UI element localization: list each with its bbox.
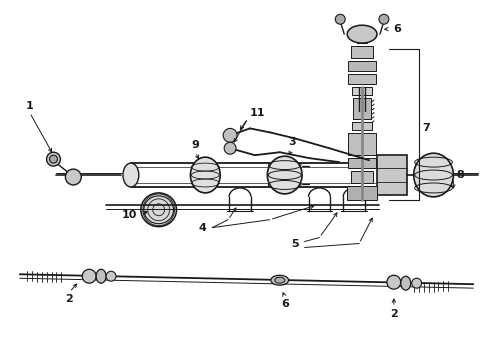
Ellipse shape [47, 152, 60, 166]
Text: 2: 2 [66, 294, 73, 304]
Text: 4: 4 [198, 222, 206, 233]
Ellipse shape [347, 25, 377, 43]
Bar [351, 46, 373, 58]
Text: 9: 9 [192, 140, 199, 150]
Circle shape [223, 129, 237, 142]
Text: 1: 1 [26, 100, 33, 111]
Circle shape [65, 169, 81, 185]
Ellipse shape [268, 156, 302, 194]
Bar [353, 98, 371, 120]
Bar [352, 87, 372, 95]
Text: 8: 8 [457, 170, 464, 180]
Text: 6: 6 [393, 24, 401, 34]
Circle shape [412, 278, 421, 288]
Ellipse shape [191, 157, 220, 193]
Ellipse shape [96, 269, 106, 283]
Circle shape [106, 271, 116, 281]
Text: 5: 5 [291, 239, 298, 249]
Bar [347, 186, 377, 200]
Text: 3: 3 [288, 137, 295, 147]
Bar [348, 61, 376, 71]
Bar [351, 171, 373, 183]
Bar [348, 133, 376, 155]
Text: 10: 10 [121, 210, 137, 220]
Circle shape [387, 275, 401, 289]
Text: 2: 2 [390, 309, 398, 319]
Bar [348, 74, 376, 84]
Text: 11: 11 [250, 108, 266, 117]
Ellipse shape [49, 155, 57, 163]
Bar [352, 122, 372, 130]
Text: 6: 6 [281, 299, 289, 309]
Ellipse shape [141, 193, 176, 227]
Ellipse shape [401, 276, 411, 290]
Circle shape [335, 14, 345, 24]
Bar [377, 155, 407, 195]
Bar [348, 158, 376, 168]
Text: 7: 7 [423, 123, 430, 134]
Circle shape [224, 142, 236, 154]
Ellipse shape [271, 275, 289, 285]
Ellipse shape [123, 163, 139, 187]
Ellipse shape [414, 153, 453, 197]
Ellipse shape [275, 277, 285, 283]
Circle shape [82, 269, 96, 283]
Circle shape [379, 14, 389, 24]
